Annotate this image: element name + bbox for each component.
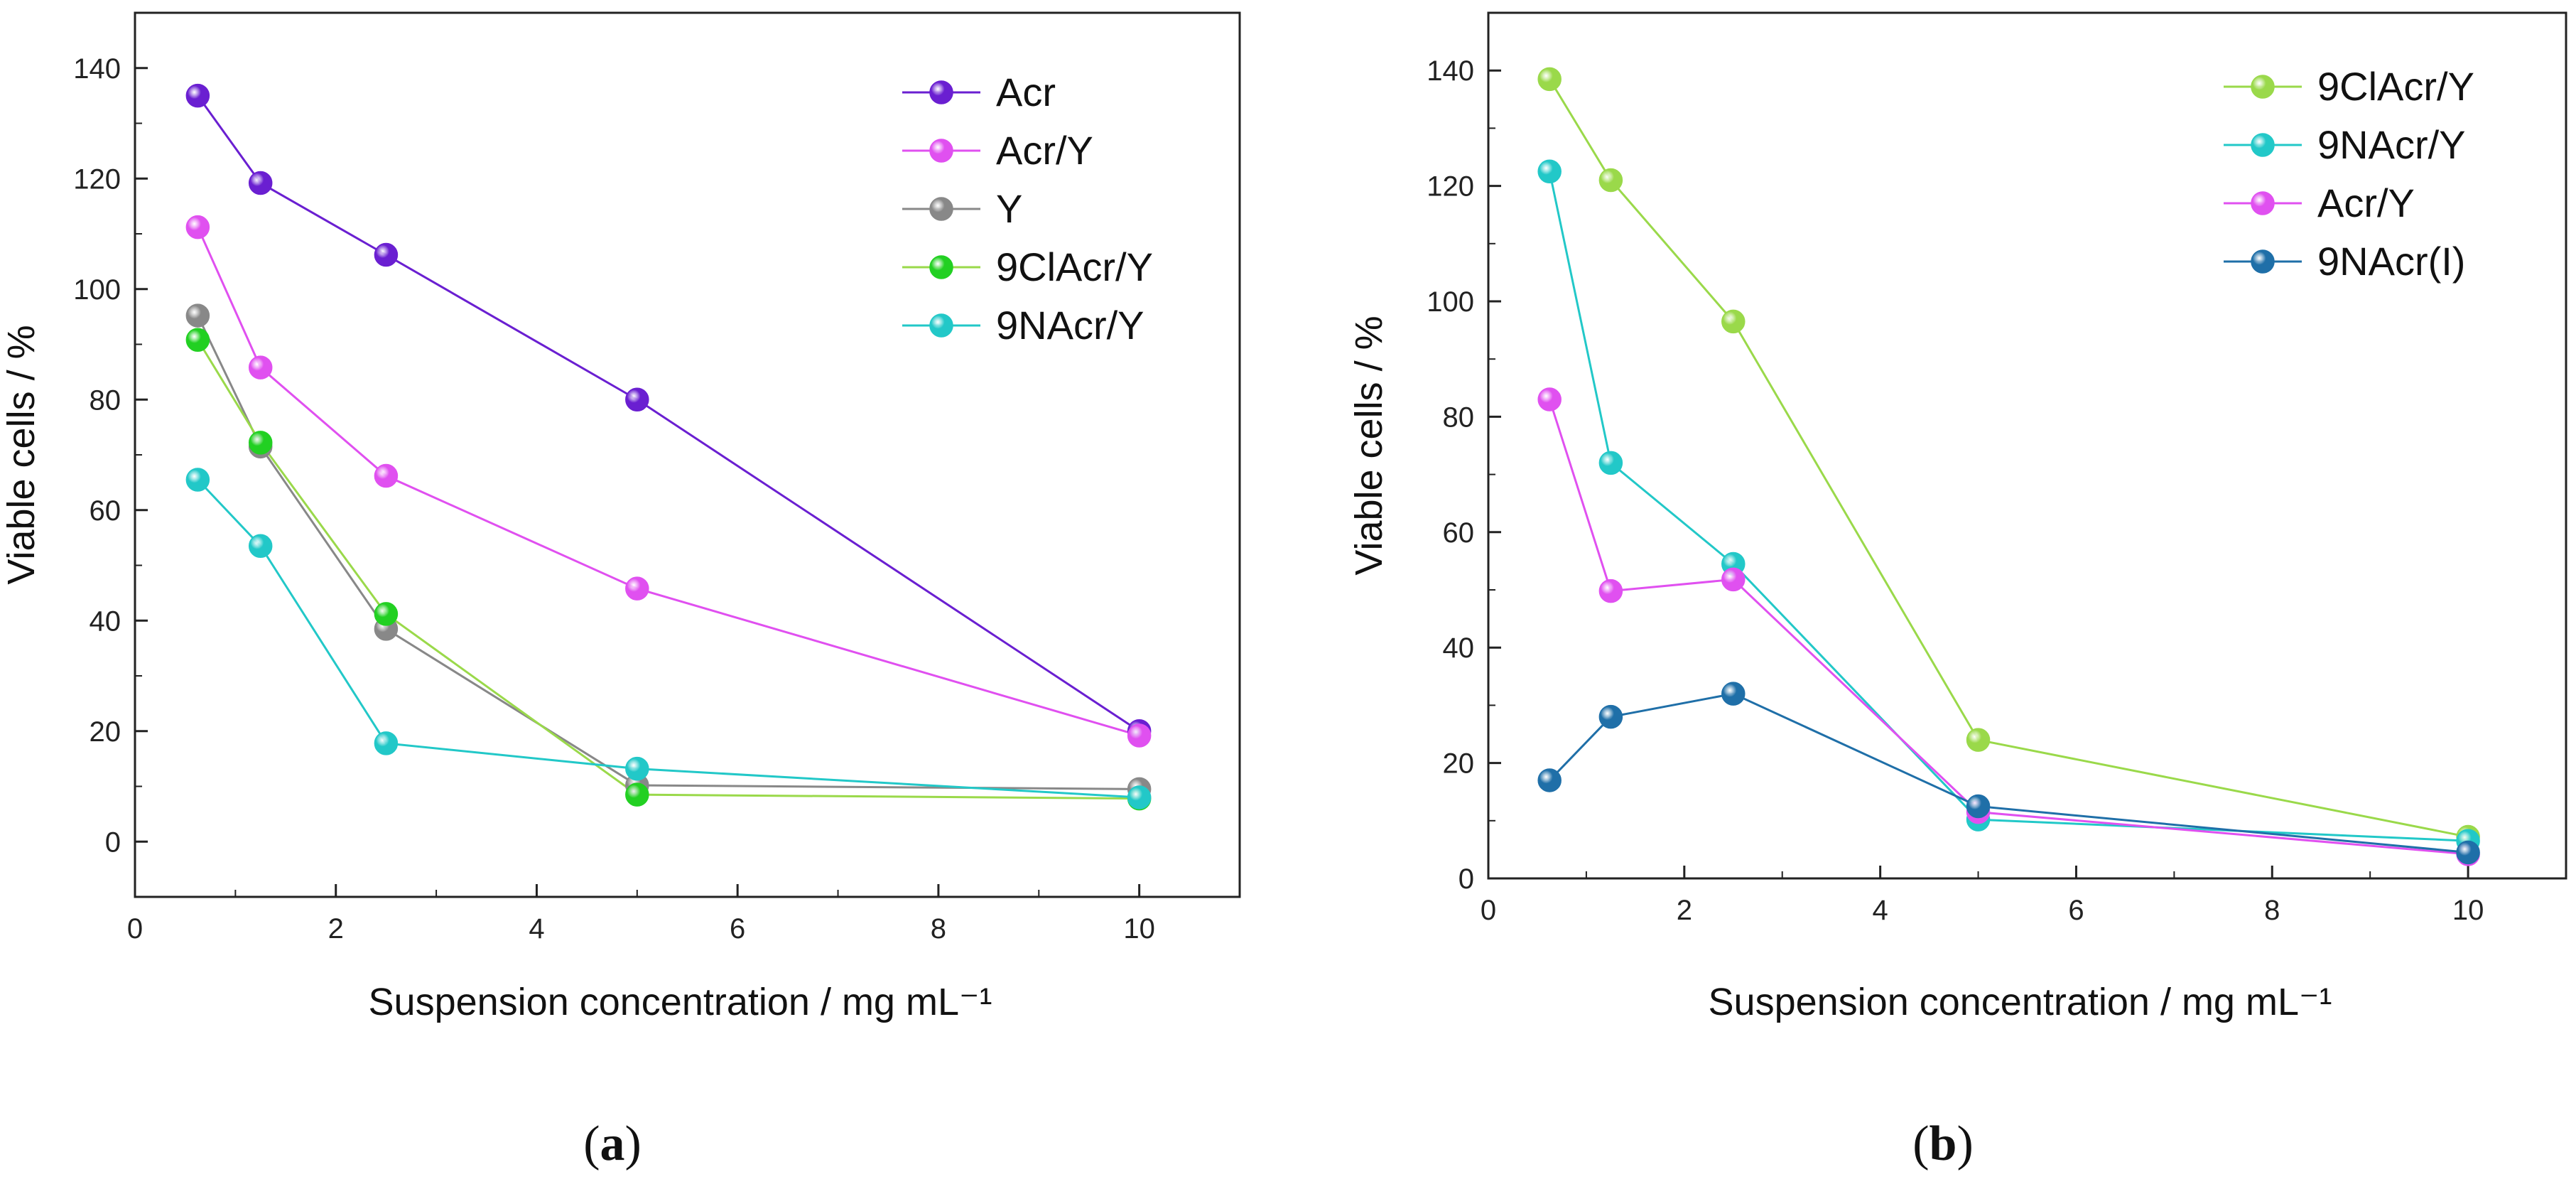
x-tick-label: 2	[1677, 895, 1692, 926]
data-point-Acr/Y	[1537, 387, 1562, 411]
legend-label: Acr	[996, 70, 1056, 114]
data-point-Acr	[248, 171, 273, 195]
data-point-9NAcr/Y	[625, 756, 649, 781]
data-point-Acr	[374, 242, 399, 267]
data-point-Acr/Y	[248, 355, 273, 380]
y-tick-label: 140	[73, 53, 121, 85]
data-point-9NAcr(I)	[1598, 704, 1623, 729]
x-tick-label: 6	[730, 913, 745, 944]
x-tick-label: 8	[931, 913, 946, 944]
legend-marker	[929, 139, 953, 163]
data-point-9ClAcr/Y	[625, 782, 649, 807]
legend-label: 9NAcr(I)	[2317, 239, 2465, 284]
y-tick-label: 120	[1427, 171, 1474, 203]
data-point-9NAcr/Y	[248, 534, 273, 559]
y-tick-label: 60	[90, 495, 121, 527]
data-point-9NAcr/Y	[185, 468, 210, 492]
data-point-Acr/Y	[1721, 567, 1746, 592]
plot-frame	[1487, 11, 2567, 880]
y-tick-label: 80	[90, 384, 121, 416]
y-tick-label: 20	[90, 716, 121, 748]
x-tick-label: 10	[1123, 913, 1155, 944]
x-tick-label: 8	[2264, 895, 2280, 926]
y-tick-label: 100	[1427, 286, 1474, 318]
data-point-Acr/Y	[185, 215, 210, 240]
data-point-9ClAcr/Y	[248, 431, 273, 455]
x-tick-label: 10	[2452, 895, 2484, 926]
data-point-9NAcr/Y	[374, 731, 399, 755]
series-line-Acr/Y	[1548, 399, 2469, 856]
data-point-Acr	[185, 83, 210, 108]
y-tick-label: 100	[73, 274, 121, 306]
series-line-Y	[196, 315, 1140, 790]
series-line-9ClAcr/Y	[197, 339, 1140, 800]
y-axis-label: Viable cells / %	[1348, 316, 1390, 575]
y-tick-label: 0	[105, 827, 121, 858]
legend-marker	[2251, 249, 2275, 274]
legend-marker	[929, 197, 953, 221]
data-point-9ClAcr/Y	[1537, 67, 1562, 92]
data-point-9ClAcr/Y	[1598, 168, 1623, 193]
legend-label: Y	[996, 186, 1022, 231]
legend-label: Acr/Y	[996, 128, 1093, 173]
data-point-9NAcr(I)	[2456, 840, 2480, 865]
data-point-9NAcr/Y	[1127, 785, 1152, 809]
x-axis-label: Suspension concentration / mg mL⁻¹	[1709, 981, 2332, 1023]
x-axis-label: Suspension concentration / mg mL⁻¹	[369, 981, 992, 1023]
x-tick-label: 0	[1481, 895, 1496, 926]
x-tick-label: 0	[127, 913, 143, 944]
y-tick-label: 120	[73, 163, 121, 195]
y-tick-label: 40	[1443, 633, 1475, 664]
data-point-Acr	[625, 387, 649, 411]
y-tick-label: 20	[1443, 748, 1475, 780]
legend-marker	[929, 313, 953, 338]
y-tick-label: 80	[1443, 402, 1475, 433]
panel-label: (b)	[1912, 1116, 1974, 1171]
legend-label: 9ClAcr/Y	[2317, 64, 2474, 109]
series-line-9NAcr(I)	[1549, 692, 2469, 854]
data-point-9ClAcr/Y	[374, 602, 399, 626]
legend-marker	[929, 255, 953, 279]
y-tick-label: 60	[1443, 517, 1475, 549]
data-point-9ClAcr/Y	[1966, 728, 1991, 752]
data-point-Y	[185, 303, 210, 328]
data-point-Acr/Y	[625, 576, 649, 601]
panel-label: (a)	[583, 1116, 642, 1171]
data-point-9NAcr(I)	[1537, 768, 1562, 792]
data-point-9NAcr(I)	[1721, 682, 1746, 706]
x-tick-label: 2	[328, 913, 344, 944]
y-tick-label: 40	[90, 606, 121, 637]
data-point-9ClAcr/Y	[185, 328, 210, 352]
x-tick-label: 4	[1873, 895, 1888, 926]
legend-label: 9NAcr/Y	[996, 303, 1144, 348]
x-tick-label: 4	[529, 913, 544, 944]
legend-marker	[2251, 191, 2275, 215]
data-point-9NAcr/Y	[1598, 451, 1623, 475]
legend-label: Acr/Y	[2317, 181, 2415, 225]
legend-marker	[2251, 133, 2275, 157]
data-point-9ClAcr/Y	[1721, 309, 1746, 334]
y-tick-label: 140	[1427, 55, 1474, 87]
legend-label: 9ClAcr/Y	[996, 244, 1153, 289]
legend-marker	[929, 80, 953, 104]
legend-marker	[2251, 75, 2275, 99]
data-point-9NAcr/Y	[1537, 159, 1562, 184]
data-point-Acr/Y	[374, 463, 399, 488]
data-point-Acr/Y	[1598, 578, 1623, 603]
y-tick-label: 0	[1459, 863, 1474, 895]
data-point-Acr/Y	[1127, 723, 1152, 748]
x-tick-label: 6	[2068, 895, 2084, 926]
data-point-9NAcr(I)	[1966, 794, 1991, 819]
y-axis-label: Viable cells / %	[0, 325, 43, 584]
legend-label: 9NAcr/Y	[2317, 122, 2466, 167]
